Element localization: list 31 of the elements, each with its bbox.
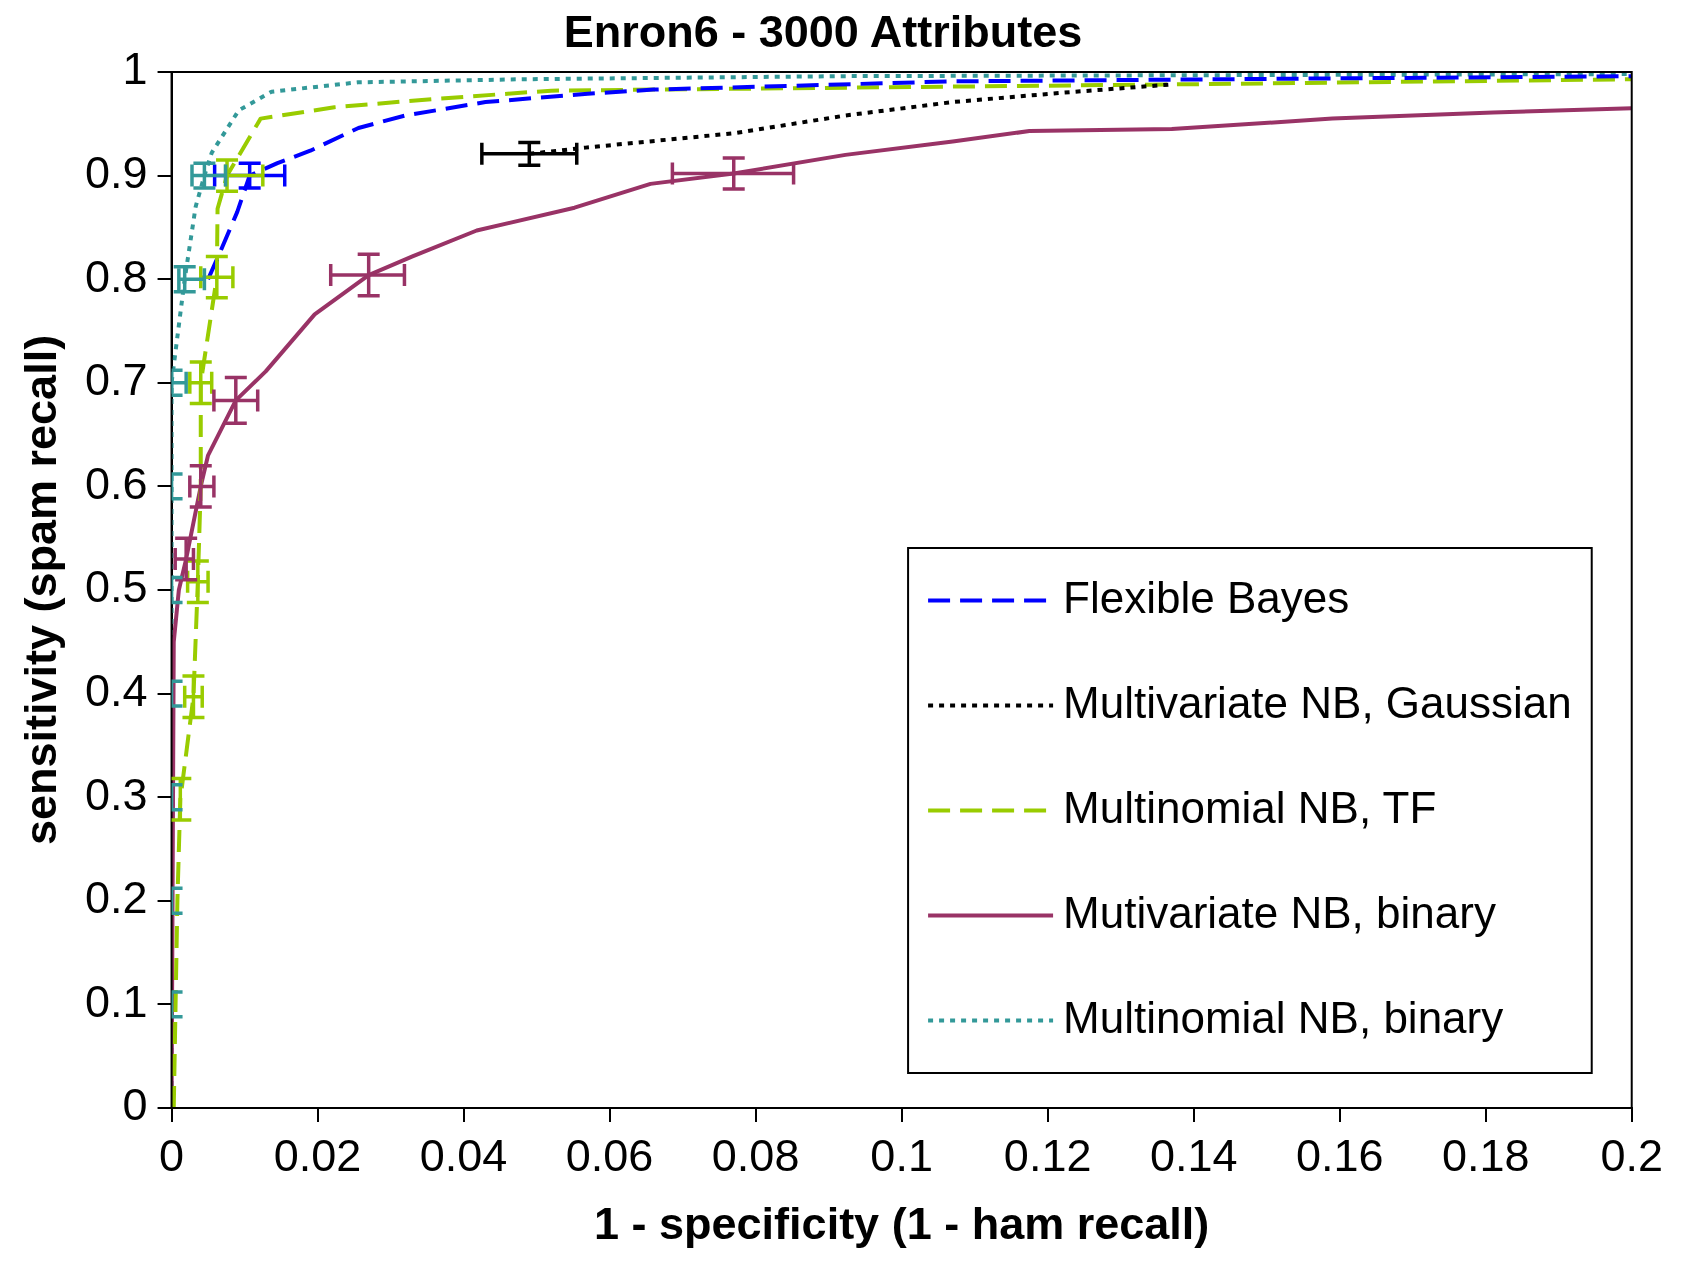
x-tick-label: 0.1 xyxy=(870,1130,933,1182)
x-tick-label: 0.12 xyxy=(1003,1130,1092,1182)
y-tick-label: 0.9 xyxy=(84,147,148,199)
legend-label: Multivariate NB, Gaussian xyxy=(1063,677,1572,727)
x-tick-label: 0.14 xyxy=(1149,1130,1238,1182)
line-series xyxy=(206,74,1632,282)
y-tick-label: 0.4 xyxy=(84,665,148,717)
x-axis-title: 1 - specificity (1 - ham recall) xyxy=(594,1198,1210,1250)
y-tick-label: 0.1 xyxy=(84,975,148,1027)
x-tick-label: 0.18 xyxy=(1441,1130,1530,1182)
chart-title: Enron6 - 3000 Attributes xyxy=(563,6,1083,58)
x-tick-label: 0 xyxy=(159,1130,185,1182)
y-tick-label: 0.8 xyxy=(84,250,148,302)
legend-label: Mutivariate NB, binary xyxy=(1063,887,1496,937)
y-tick-label: 0.7 xyxy=(84,354,148,406)
x-tick-label: 0.06 xyxy=(565,1130,654,1182)
y-tick-label: 1 xyxy=(122,43,148,95)
legend-label: Multinomial NB, binary xyxy=(1063,992,1504,1042)
y-tick-label: 0 xyxy=(122,1079,148,1131)
x-tick-label: 0.04 xyxy=(419,1130,508,1182)
y-tick-label: 0.2 xyxy=(84,872,148,924)
y-tick-label: 0.6 xyxy=(84,457,148,509)
y-tick-label: 0.5 xyxy=(84,561,148,613)
legend-label: Multinomial NB, TF xyxy=(1063,782,1437,832)
legend-label: Flexible Bayes xyxy=(1063,572,1350,622)
x-tick-label: 0.02 xyxy=(273,1130,362,1182)
y-axis-title: sensitivity (spam recall) xyxy=(15,334,67,846)
x-tick-label: 0.08 xyxy=(711,1130,800,1182)
x-tick-label: 0.2 xyxy=(1600,1130,1663,1182)
y-tick-label: 0.3 xyxy=(84,768,148,820)
x-tick-label: 0.16 xyxy=(1295,1130,1384,1182)
